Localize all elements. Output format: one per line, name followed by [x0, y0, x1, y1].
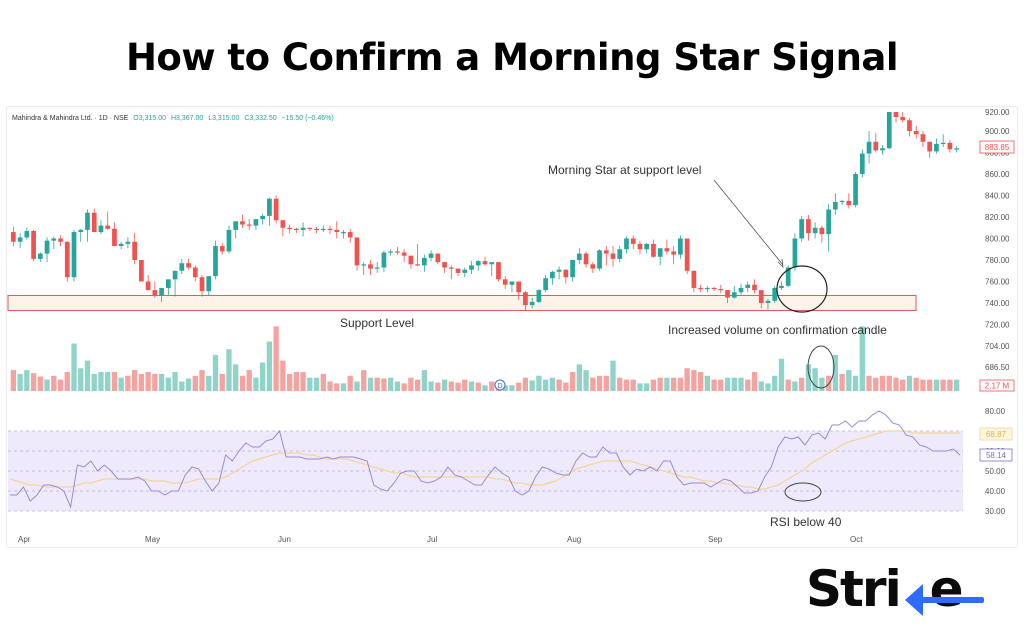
volume-series: [10, 326, 960, 391]
morning-star-circle: [776, 265, 828, 313]
rsi-ma-badge-text: 68.87: [986, 430, 1007, 439]
svg-text:40.00: 40.00: [985, 487, 1006, 496]
svg-text:May: May: [145, 535, 160, 544]
rsi-badge-text: 58.14: [986, 451, 1007, 460]
time-axis: Apr May Jun Jul Aug Sep Oct: [18, 535, 863, 544]
svg-text:Oct: Oct: [850, 535, 863, 544]
morning-star-annotation: Morning Star at support level: [548, 163, 701, 177]
candlestick-series: [11, 112, 959, 311]
annotation-arrow: [713, 179, 784, 266]
svg-text:Aug: Aug: [567, 535, 581, 544]
svg-text:760.00: 760.00: [985, 278, 1010, 287]
rsi-annotation: RSI below 40: [770, 515, 842, 529]
svg-text:Sep: Sep: [708, 535, 723, 544]
strike-logo: Strike: [806, 560, 964, 618]
svg-text:780.00: 780.00: [985, 256, 1010, 265]
svg-text:686.50: 686.50: [985, 363, 1010, 372]
volume-annotation: Increased volume on confirmation candle: [668, 323, 887, 337]
volume-badge: 2.17 M: [979, 379, 1015, 392]
svg-text:80.00: 80.00: [985, 407, 1006, 416]
svg-text:860.00: 860.00: [985, 170, 1010, 179]
logo-text-post: e: [929, 560, 964, 618]
volume-circle: [807, 345, 835, 389]
rsi-badge: 58.14: [979, 448, 1013, 462]
change-value: −15.50 (−0.46%): [281, 115, 334, 122]
svg-text:820.00: 820.00: [985, 213, 1010, 222]
rsi-line: [10, 410, 961, 509]
price-badge-text: 883.85: [985, 143, 1010, 152]
svg-text:800.00: 800.00: [985, 235, 1010, 244]
svg-text:50.00: 50.00: [985, 467, 1006, 476]
logo-text-pre: Stri: [806, 560, 902, 618]
dividend-marker-text: D: [497, 383, 502, 390]
low-value: L3,315.00: [208, 115, 240, 122]
svg-text:840.00: 840.00: [985, 192, 1010, 201]
svg-text:704.00: 704.00: [985, 342, 1010, 351]
dividend-marker[interactable]: D: [494, 379, 506, 391]
symbol-name: Mahindra & Mahindra Ltd. · 1D · NSE: [12, 115, 129, 122]
logo-bar-icon: [912, 597, 984, 603]
svg-text:740.00: 740.00: [985, 299, 1010, 308]
price-badge: 883.85: [979, 140, 1015, 154]
symbol-legend: Mahindra & Mahindra Ltd. · 1D · NSE O3,3…: [12, 115, 334, 122]
svg-text:30.00: 30.00: [985, 507, 1006, 516]
high-value: H3,367.00: [170, 115, 204, 122]
support-band: [7, 294, 917, 312]
svg-text:720.00: 720.00: [985, 321, 1010, 330]
open-value: O3,315.00: [133, 115, 166, 122]
arrow-head-icon: [777, 258, 784, 269]
svg-text:Apr: Apr: [18, 535, 31, 544]
svg-text:900.00: 900.00: [985, 127, 1010, 136]
rsi-ma-badge: 68.87: [979, 427, 1013, 441]
page-title: How to Confirm a Morning Star Signal: [125, 36, 899, 79]
svg-text:Jun: Jun: [278, 535, 291, 544]
volume-badge-text: 2.17 M: [985, 382, 1010, 391]
svg-text:920.00: 920.00: [985, 108, 1010, 117]
svg-text:Jul: Jul: [427, 535, 437, 544]
close-value: C3,332.50: [244, 115, 277, 122]
support-annotation: Support Level: [340, 316, 414, 330]
rsi-circle: [784, 482, 822, 502]
rsi-ma-line: [9, 430, 960, 490]
